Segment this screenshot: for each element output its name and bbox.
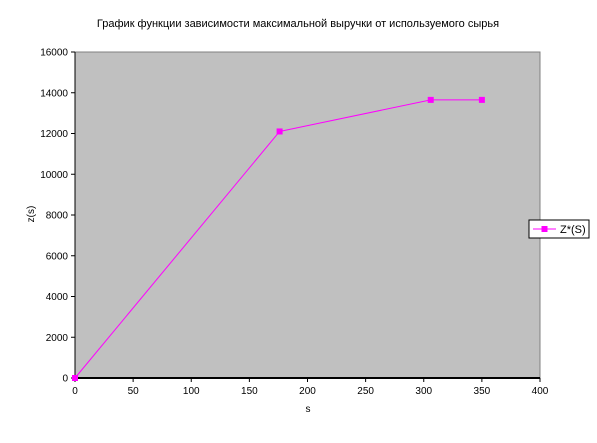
- y-tick-label: 8000: [46, 211, 69, 222]
- x-tick-label: 100: [183, 386, 200, 397]
- y-tick-label: 4000: [46, 292, 69, 303]
- data-point: [72, 375, 78, 381]
- x-tick-label: 0: [72, 386, 78, 397]
- y-tick-label: 12000: [40, 129, 68, 140]
- y-tick-label: 10000: [40, 170, 68, 181]
- x-tick-label: 150: [241, 386, 258, 397]
- y-axis-label: z(s): [26, 206, 37, 223]
- legend-label: Z*(S): [560, 224, 586, 236]
- x-tick-label: 50: [128, 386, 140, 397]
- legend-box: [528, 219, 590, 239]
- x-tick-label: 300: [415, 386, 432, 397]
- y-tick-label: 6000: [46, 251, 69, 262]
- x-tick-label: 400: [532, 386, 549, 397]
- x-axis-ticks: 0 50 100 150 200 250 300 350 400: [72, 378, 549, 397]
- series-layer: [72, 96, 485, 381]
- series-line: [74, 99, 482, 379]
- data-point: [276, 128, 283, 135]
- data-point: [427, 96, 434, 103]
- x-axis-label: s: [306, 404, 311, 415]
- chart-title: График функции зависимости максимальной …: [97, 18, 499, 30]
- x-tick-label: 250: [357, 386, 374, 397]
- legend-marker-swatch: [541, 226, 548, 232]
- y-tick-label: 16000: [40, 48, 68, 59]
- x-tick-label: 200: [299, 386, 316, 397]
- x-tick-label: 350: [474, 386, 491, 397]
- legend: Z*(S): [528, 219, 590, 239]
- y-tick-label: 0: [62, 374, 68, 385]
- data-point: [478, 96, 485, 103]
- plot-area: [74, 51, 541, 379]
- y-tick-label: 2000: [46, 333, 69, 344]
- y-axis-ticks: 0 2000 4000 6000 8000 10000 12000 14000 16000: [40, 48, 75, 385]
- y-tick-label: 14000: [40, 88, 68, 99]
